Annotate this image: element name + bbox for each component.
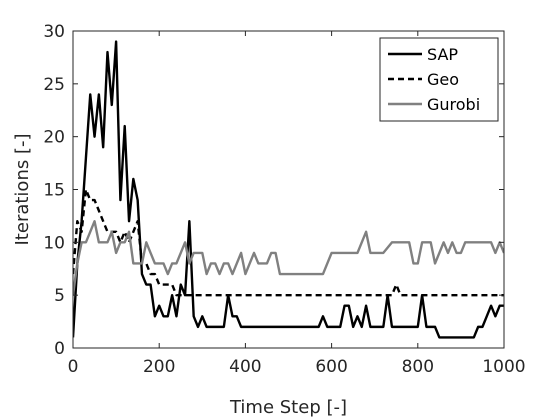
series-layer: [73, 40, 504, 339]
x-axis-label: Time Step [-]: [229, 397, 347, 418]
x-tick-label: 800: [402, 357, 434, 377]
series-line-sap: [73, 40, 504, 339]
x-tick-label: 400: [229, 357, 261, 377]
series-line-gurobi: [73, 220, 504, 296]
x-tick-label: 0: [68, 357, 79, 377]
y-tick-label: 20: [43, 128, 65, 148]
legend-label-gurobi: Gurobi: [427, 95, 480, 114]
x-tick-label: 600: [315, 357, 347, 377]
legend-label-sap: SAP: [427, 45, 458, 64]
x-tick-label: 1000: [482, 357, 525, 377]
ticks-layer: 0 200 400 600 800 1000 0 5 10 15 20 25 30: [43, 22, 525, 377]
y-tick-label: 5: [54, 286, 65, 306]
y-tick-label: 30: [43, 22, 65, 42]
y-tick-label: 0: [54, 339, 65, 359]
y-axis-label: Iterations [-]: [12, 134, 33, 246]
y-tick-label: 25: [43, 75, 65, 95]
series-line-geo: [73, 188, 504, 297]
legend-label-geo: Geo: [427, 70, 459, 89]
x-tick-label: 200: [143, 357, 175, 377]
legend: SAP Geo Gurobi: [379, 37, 499, 122]
y-tick-label: 10: [43, 233, 65, 253]
y-tick-label: 15: [43, 181, 65, 201]
